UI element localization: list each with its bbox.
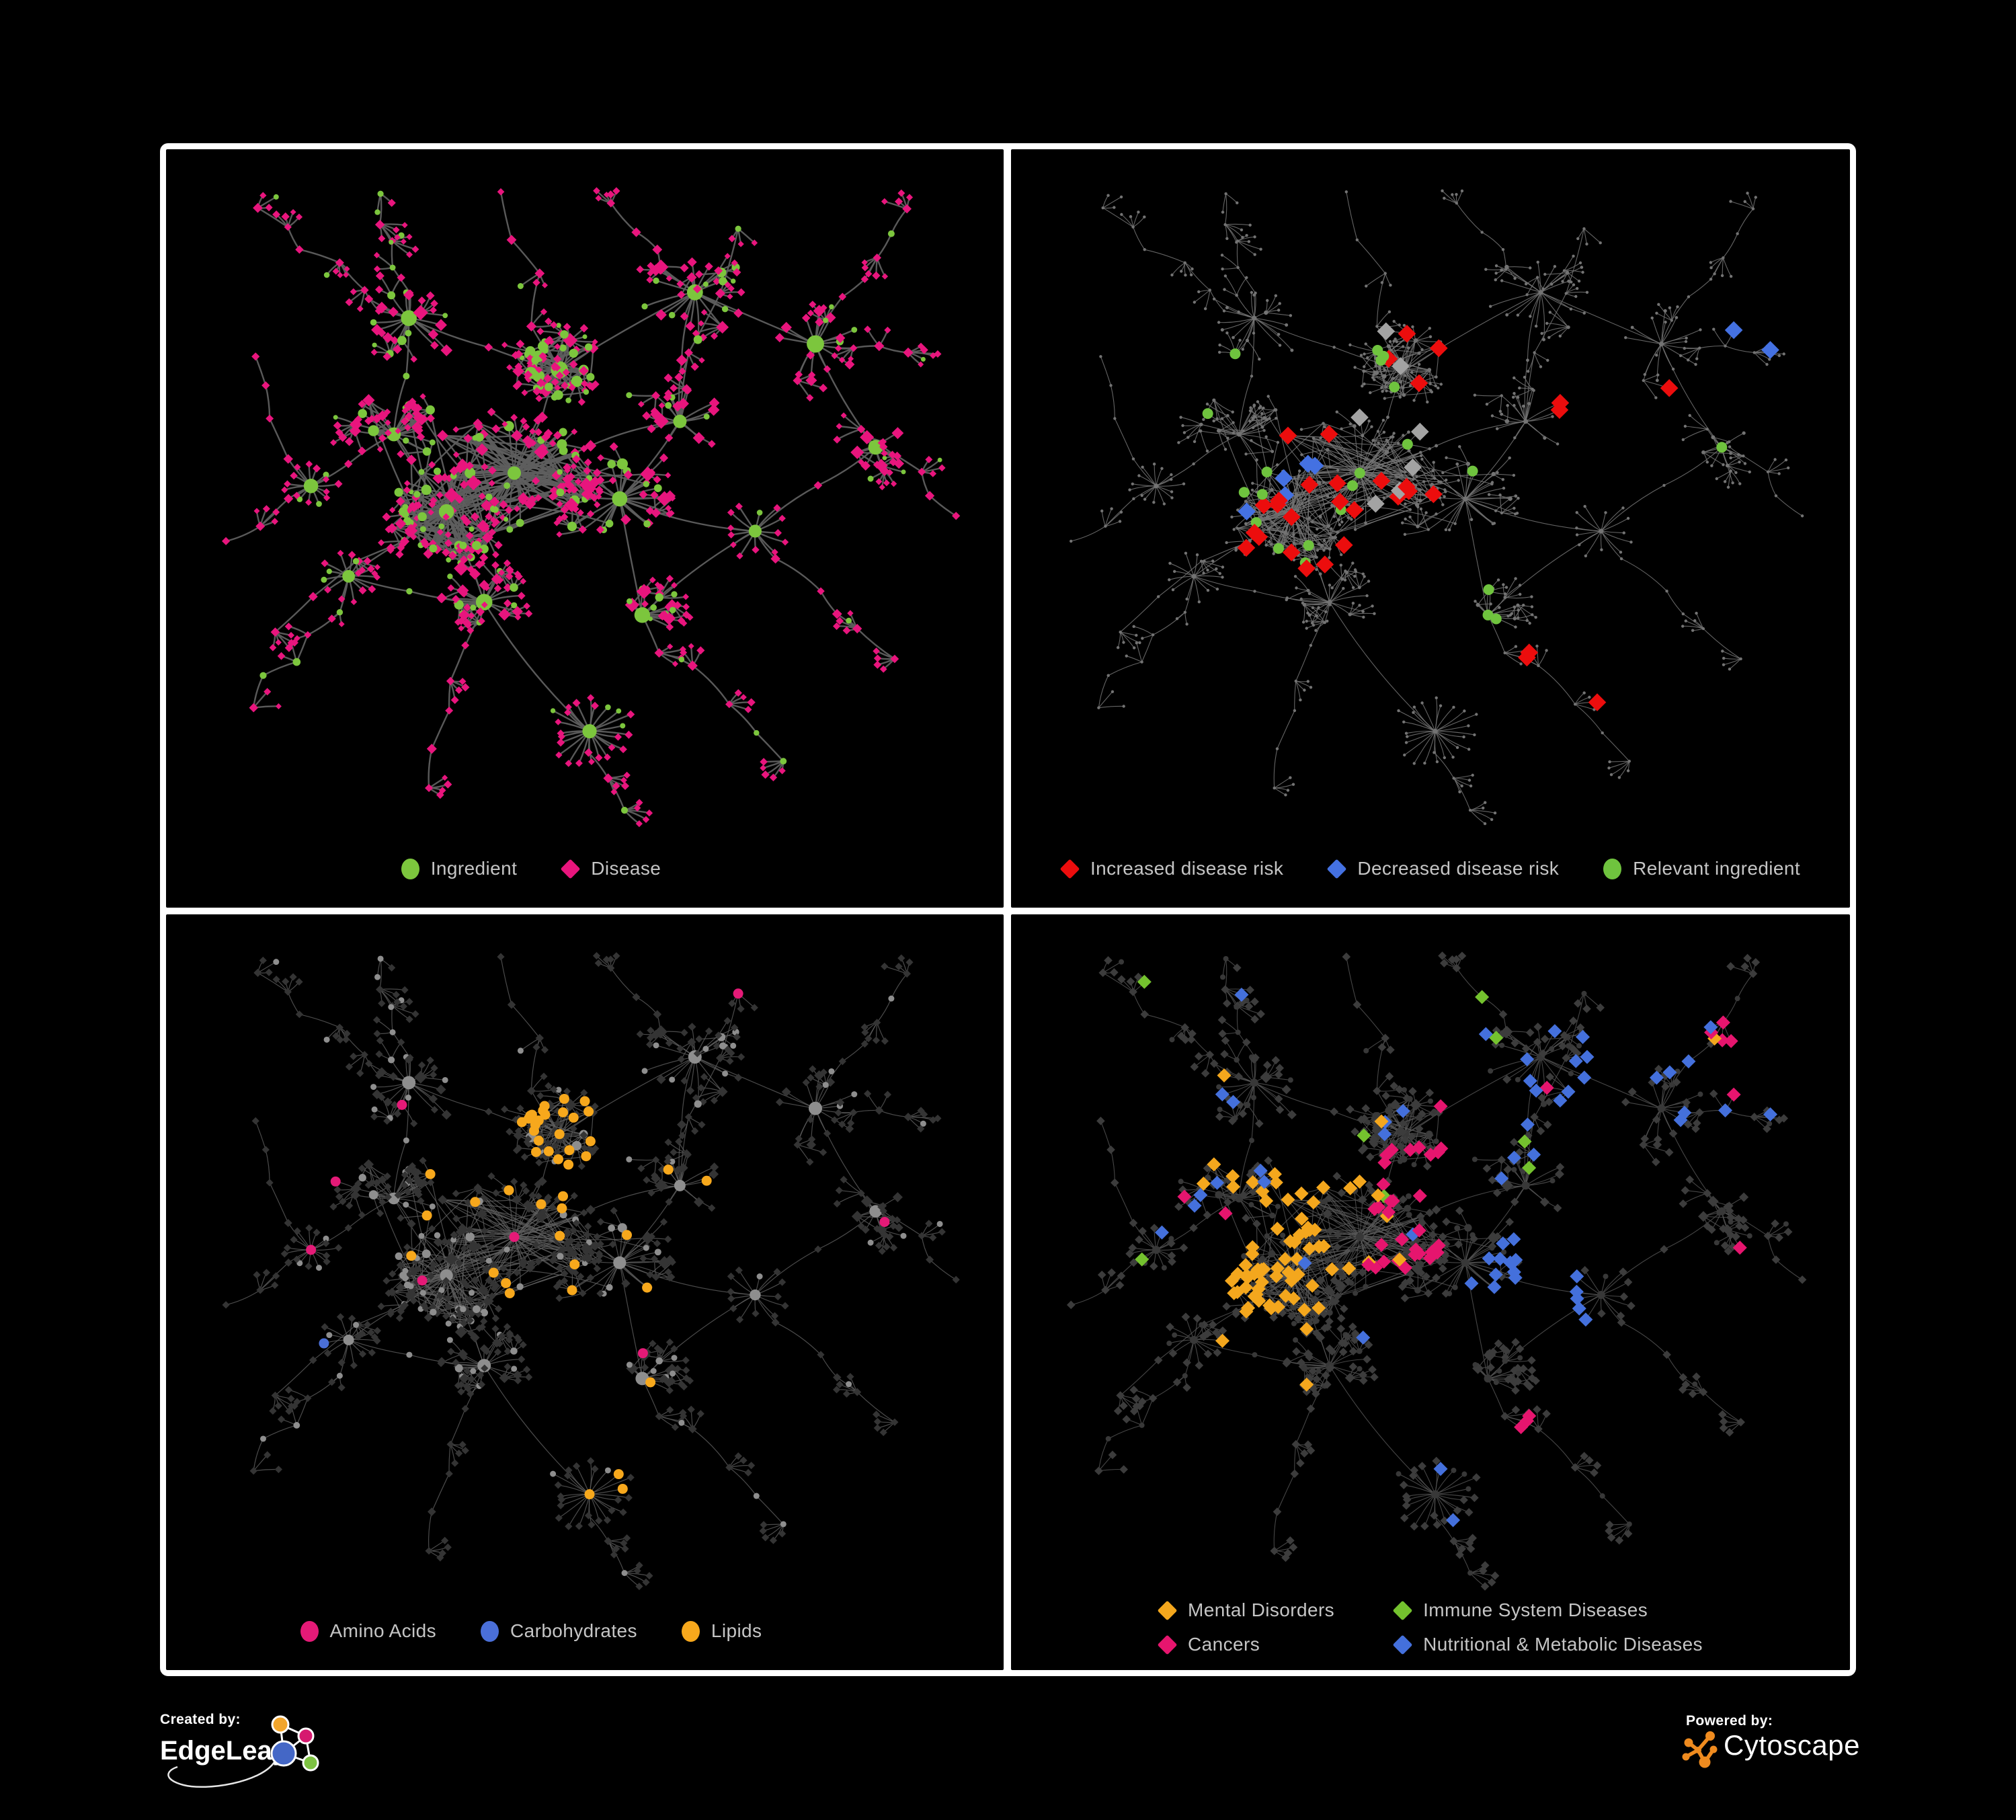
credit-cytoscape: Powered by: Cytoscape <box>1681 1712 1990 1792</box>
legend-item: Lipids <box>681 1620 762 1642</box>
legend-circle-marker-icon <box>401 858 419 879</box>
legend-item: Mental Disorders <box>1157 1599 1335 1621</box>
legend-label: Ingredient <box>430 858 518 879</box>
legend-disease-classes: Mental Disorders Immune System Diseases Ca… <box>1011 1599 1850 1655</box>
legend-label: Increased disease risk <box>1090 858 1284 879</box>
legend-diamond-marker-icon <box>1157 1600 1178 1620</box>
created-by-label: Created by: <box>160 1712 241 1727</box>
legend-disease-risk: Increased disease risk Decreased disease … <box>1011 858 1850 879</box>
credit-edgeleap: Created by: EdgeLeap <box>160 1712 382 1813</box>
panel-disease-risk: Increased disease risk Decreased disease … <box>1011 149 1850 908</box>
legend-item: Cancers <box>1157 1634 1334 1655</box>
legend-diamond-marker-icon <box>1059 859 1080 879</box>
legend-ingredient-disease: Ingredient Disease <box>166 858 950 879</box>
network-graph-nutrient-classes <box>222 952 960 1591</box>
panel-disease-classes: Mental Disorders Immune System Diseases Ca… <box>1011 914 1850 1670</box>
legend-circle-marker-icon <box>1603 858 1622 879</box>
network-graph-ingredient-disease <box>222 187 961 828</box>
legend-label: Mental Disorders <box>1188 1599 1335 1620</box>
legend-diamond-marker-icon <box>560 859 581 879</box>
edgeleap-node-green <box>302 1754 319 1772</box>
legend-item: Disease <box>560 858 661 879</box>
network-graph-disease-classes <box>1066 951 1807 1591</box>
legend-diamond-marker-icon <box>1392 1634 1413 1655</box>
legend-item: Amino Acids <box>300 1620 436 1642</box>
panel-ingredient-disease: Ingredient Disease <box>166 149 1004 908</box>
legend-label: Lipids <box>711 1620 762 1641</box>
cytoscape-logo-icon <box>1682 1731 1718 1768</box>
edgeleap-node-pink <box>297 1727 315 1745</box>
legend-item: Decreased disease risk <box>1326 858 1560 879</box>
legend-label: Cancers <box>1188 1634 1260 1655</box>
legend-item: Nutritional & Metabolic Diseases <box>1392 1634 1703 1655</box>
legend-diamond-marker-icon <box>1157 1634 1178 1655</box>
legend-item: Immune System Diseases <box>1392 1599 1703 1621</box>
legend-diamond-marker-icon <box>1392 1600 1413 1620</box>
panel-nutrient-classes: Amino Acids Carbohydrates Lipids <box>166 914 1004 1670</box>
legend-diamond-marker-icon <box>1326 859 1347 879</box>
legend-label: Amino Acids <box>329 1620 437 1641</box>
legend-circle-marker-icon <box>300 1620 319 1642</box>
legend-label: Carbohydrates <box>510 1620 637 1641</box>
legend-item: Carbohydrates <box>481 1620 637 1642</box>
legend-label: Immune System Diseases <box>1423 1599 1648 1620</box>
legend-item: Increased disease risk <box>1059 858 1284 879</box>
panel-grid: Ingredient Disease Increased disease risk… <box>160 143 1856 1676</box>
legend-circle-marker-icon <box>681 1620 700 1642</box>
legend-label: Nutritional & Metabolic Diseases <box>1423 1634 1703 1655</box>
edgeleap-wordmark: EdgeLeap <box>160 1736 289 1766</box>
legend-item: Relevant ingredient <box>1603 858 1800 879</box>
cytoscape-wordmark: Cytoscape <box>1724 1729 1860 1761</box>
legend-label: Disease <box>591 858 661 879</box>
legend-label: Relevant ingredient <box>1633 858 1801 879</box>
legend-item: Ingredient <box>401 858 518 879</box>
legend-nutrient-classes: Amino Acids Carbohydrates Lipids <box>166 1620 950 1642</box>
powered-by-label: Powered by: <box>1686 1713 1773 1729</box>
legend-circle-marker-icon <box>481 1620 499 1642</box>
legend-label: Decreased disease risk <box>1357 858 1560 879</box>
network-graph-disease-risk <box>1070 189 1804 826</box>
